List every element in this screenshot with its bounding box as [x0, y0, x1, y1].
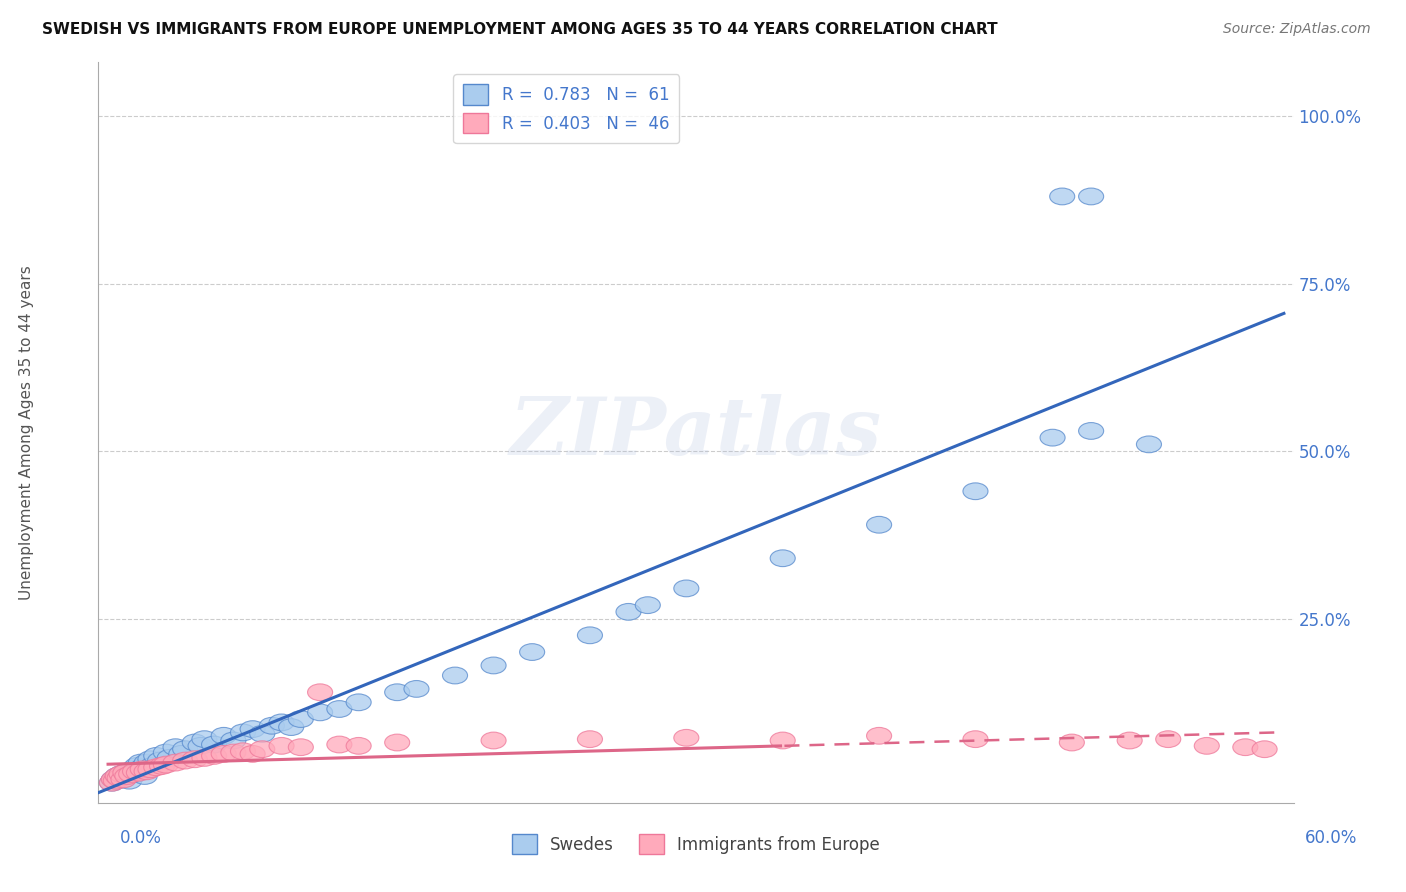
Text: 60.0%: 60.0% — [1305, 829, 1357, 847]
Text: 0.0%: 0.0% — [120, 829, 162, 847]
Text: Unemployment Among Ages 35 to 44 years: Unemployment Among Ages 35 to 44 years — [20, 265, 34, 600]
Legend: Swedes, Immigrants from Europe: Swedes, Immigrants from Europe — [505, 828, 887, 861]
Text: SWEDISH VS IMMIGRANTS FROM EUROPE UNEMPLOYMENT AMONG AGES 35 TO 44 YEARS CORRELA: SWEDISH VS IMMIGRANTS FROM EUROPE UNEMPL… — [42, 22, 998, 37]
Text: ZIPatlas: ZIPatlas — [510, 394, 882, 471]
Text: Source: ZipAtlas.com: Source: ZipAtlas.com — [1223, 22, 1371, 37]
